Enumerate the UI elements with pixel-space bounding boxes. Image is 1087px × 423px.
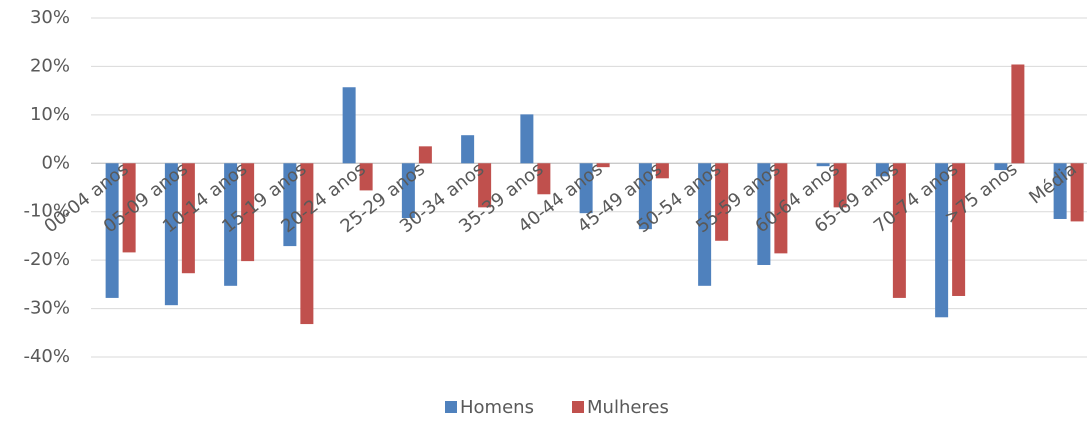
- legend-label: Mulheres: [587, 397, 669, 418]
- bar: [892, 163, 906, 298]
- y-tick-label: -10%: [23, 201, 70, 222]
- bar: [461, 135, 475, 164]
- bar: [164, 163, 178, 306]
- y-tick-label: 20%: [30, 55, 70, 76]
- bar: [655, 163, 669, 179]
- bar: [935, 163, 949, 318]
- bar: [181, 163, 195, 274]
- bar: [241, 163, 255, 262]
- bar: [342, 87, 356, 164]
- y-tick-label: -20%: [23, 249, 70, 270]
- bar: [1053, 163, 1067, 219]
- bar: [596, 163, 610, 168]
- y-tick-label: -30%: [23, 298, 70, 319]
- legend-swatch: [572, 401, 584, 413]
- bar: [774, 163, 788, 254]
- bar: [401, 163, 415, 219]
- y-tick-label: -40%: [23, 346, 70, 367]
- bar: [875, 163, 889, 177]
- bar: [478, 163, 492, 208]
- bar: [579, 163, 593, 214]
- bar: [952, 163, 966, 296]
- bar: [283, 163, 297, 247]
- bar: [520, 114, 534, 164]
- bar: [537, 163, 551, 195]
- bar: [638, 163, 652, 230]
- bar: [122, 163, 136, 253]
- bar: [698, 163, 712, 286]
- y-tick-label: 0%: [41, 152, 70, 173]
- bar: [715, 163, 729, 241]
- y-tick-label: 10%: [30, 104, 70, 125]
- bar: [757, 163, 771, 265]
- bar: [994, 163, 1008, 171]
- bar: [418, 146, 432, 164]
- bar: [300, 163, 314, 325]
- bar: [224, 163, 238, 286]
- bar: [816, 163, 830, 167]
- legend-label: Homens: [460, 397, 534, 418]
- bar: [105, 163, 119, 298]
- y-tick-label: 30%: [30, 7, 70, 28]
- bar: [1070, 163, 1084, 222]
- bar: [1011, 64, 1025, 164]
- legend-swatch: [445, 401, 457, 413]
- bar: [359, 163, 373, 191]
- bar: [833, 163, 847, 208]
